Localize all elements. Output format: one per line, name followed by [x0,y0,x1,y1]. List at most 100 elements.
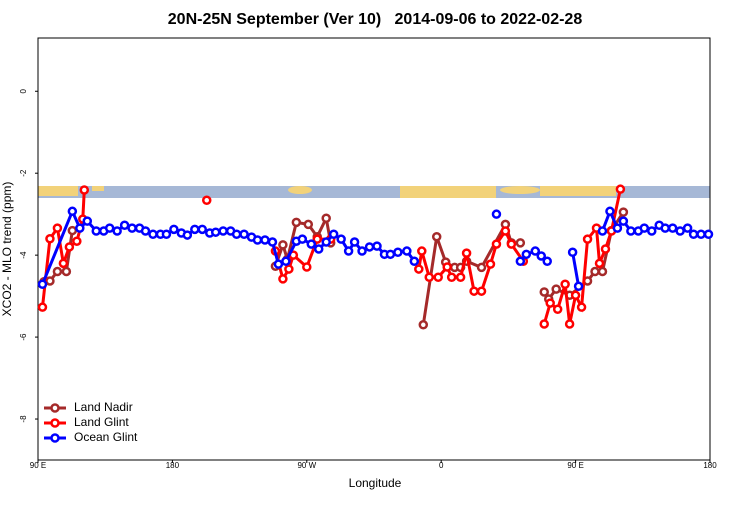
point [278,240,288,250]
point [79,185,90,195]
point [682,223,693,233]
point [414,264,424,274]
point [91,226,101,236]
point [148,229,158,240]
point [506,239,517,249]
point [515,256,526,267]
point [491,209,502,219]
point [667,223,678,233]
point [600,244,611,254]
point [660,223,670,233]
point [372,241,382,251]
legend-label: Land Glint [74,415,129,429]
point [197,224,208,235]
x-tick-label: 90 E [567,461,583,470]
point [278,274,288,284]
point [343,246,354,256]
legend-label: Ocean Glint [74,430,138,444]
point [455,272,466,283]
point [393,247,403,258]
point [58,258,69,269]
point [605,206,615,217]
point [476,262,487,273]
x-axis-label: Longitude [349,476,402,490]
point [688,229,699,240]
point [67,206,78,217]
map-strip [38,186,710,198]
point [140,226,151,236]
point [618,216,629,226]
point [291,217,302,228]
point [218,226,228,236]
point [37,302,48,312]
point [597,226,608,236]
point [45,276,55,286]
chart-title: 20N-25N September (Ver 10) 2014-09-06 to… [168,11,583,28]
point [612,223,623,233]
point [618,207,629,217]
point [626,226,636,236]
point [615,184,626,194]
point [306,239,317,249]
legend-marker [50,433,60,443]
point [112,226,122,236]
legend-marker [50,418,60,428]
point [639,223,650,233]
point [119,220,130,230]
point [303,219,314,230]
point [336,234,346,244]
point [582,234,593,244]
point [476,286,487,296]
point [417,246,427,256]
point [239,229,249,240]
plot-frame [37,37,711,461]
point [521,249,532,260]
point [485,259,496,269]
point [82,216,93,226]
point [302,262,312,272]
point [536,251,547,261]
point [567,247,578,258]
series [37,206,714,292]
point [161,229,172,240]
point [127,223,137,233]
point [64,242,75,252]
point [446,272,457,283]
point [72,236,82,246]
point [590,266,600,277]
point [52,266,63,277]
point [267,237,278,247]
point [539,287,549,297]
series [37,184,626,329]
point [210,227,221,237]
point [418,320,429,330]
y-tick-label: -8 [19,415,28,423]
series-line [40,188,622,325]
point [431,231,442,242]
x-tick-label: 180 [166,461,180,470]
point [313,244,324,254]
point [252,235,263,245]
point [402,246,412,256]
point [201,195,212,205]
x-tick-label: 0 [439,461,444,470]
point [564,319,575,329]
point [260,235,270,245]
point [442,262,452,272]
point [500,226,511,236]
point [597,266,608,277]
x-tick-label: 90 W [297,461,316,470]
point [696,229,706,240]
point [409,256,420,267]
point [52,223,63,233]
point [273,259,284,269]
point [190,224,200,235]
point [703,229,714,240]
point [45,234,55,244]
point [539,319,549,329]
y-axis-label: XCO2 - MLO trend (ppm) [0,182,14,317]
point [364,242,375,252]
point [231,229,242,240]
